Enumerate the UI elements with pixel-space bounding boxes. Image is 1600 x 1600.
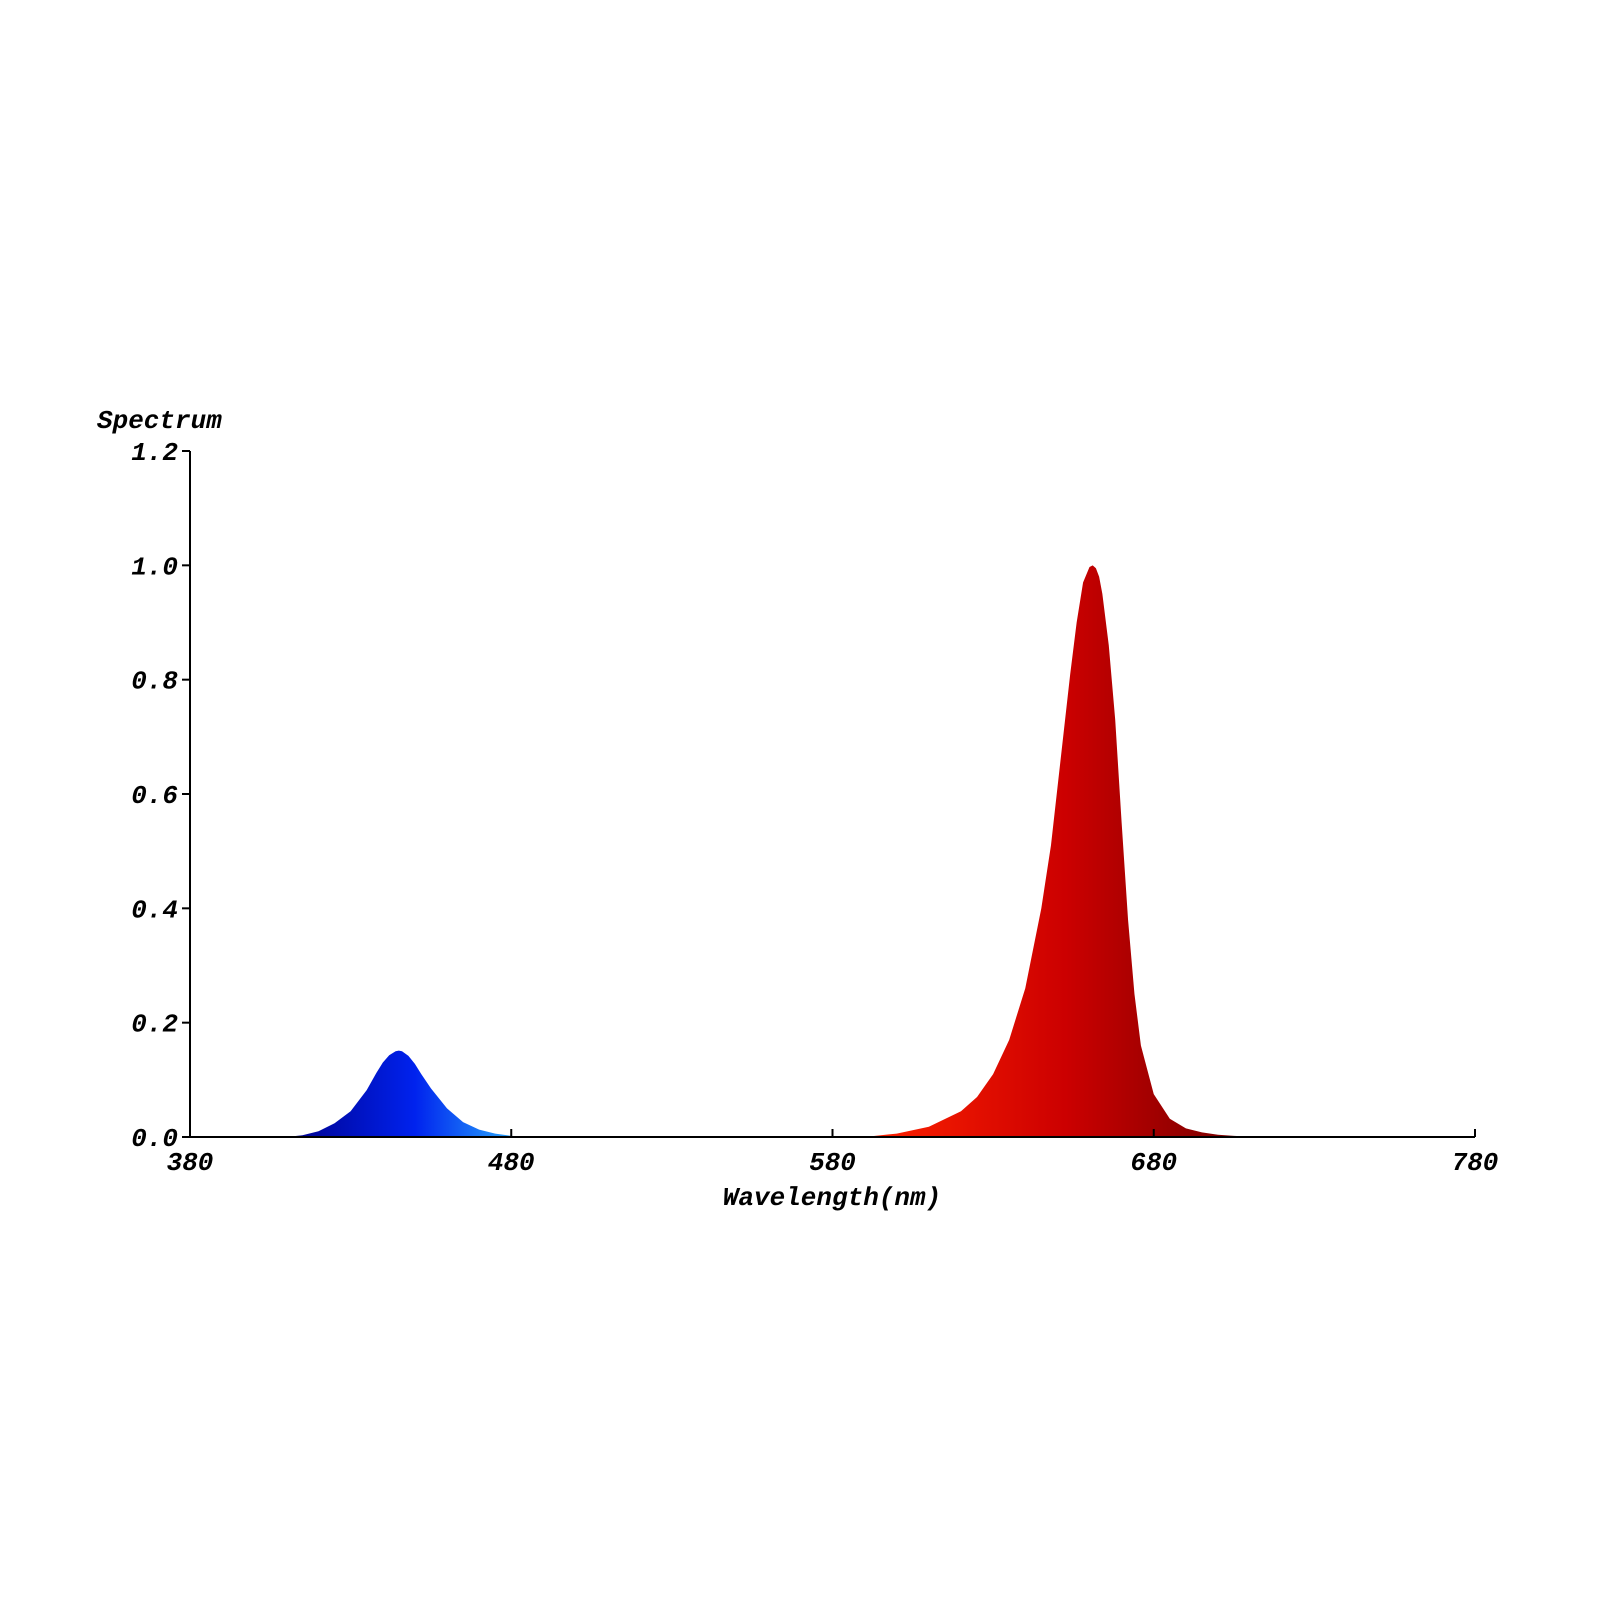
y-tick-label: 0.6 xyxy=(131,781,178,811)
x-tick-label: 780 xyxy=(1452,1148,1499,1178)
x-axis-title: Wavelength(nm) xyxy=(723,1183,941,1213)
x-tick-label: 380 xyxy=(167,1148,214,1178)
y-tick-label: 0.0 xyxy=(131,1124,178,1154)
series-layer xyxy=(286,565,1267,1137)
x-tick-label: 680 xyxy=(1130,1148,1177,1178)
y-tick-label: 1.2 xyxy=(131,438,178,468)
y-tick-label: 0.4 xyxy=(131,895,178,925)
x-tick-label: 480 xyxy=(488,1148,535,1178)
y-tick-label: 1.0 xyxy=(131,552,178,582)
y-tick-label: 0.8 xyxy=(131,667,178,697)
y-tick-label: 0.2 xyxy=(131,1010,178,1040)
spectrum-peak-area-1 xyxy=(286,1050,544,1137)
spectrum-peak-area-2 xyxy=(864,565,1267,1137)
ticks-layer: 380 480 580 680 780 0.0 0.2 0.4 0.6 0.8 1.0 1.2 xyxy=(131,438,1498,1178)
x-tick-label: 580 xyxy=(809,1148,856,1178)
y-axis-title: Spectrum xyxy=(97,406,222,436)
